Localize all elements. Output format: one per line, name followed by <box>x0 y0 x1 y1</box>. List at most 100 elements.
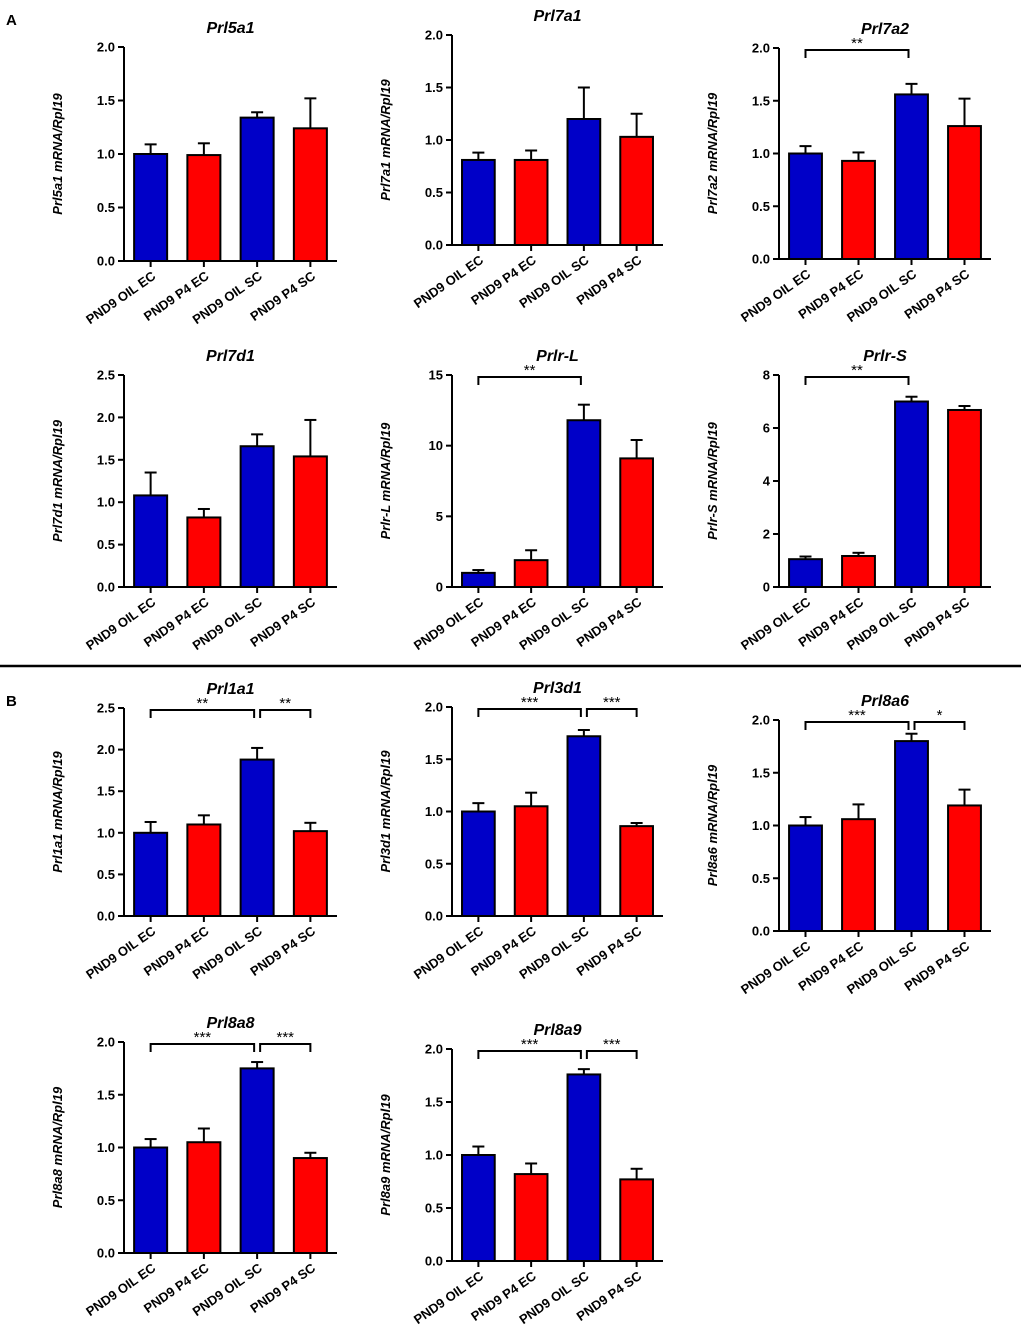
bar <box>461 810 496 917</box>
y-tick-label: 2.0 <box>752 713 770 728</box>
y-axis-label: Prl8a8 mRNA/Rpl19 <box>50 1086 65 1208</box>
chart-title: Prl8a6 <box>861 693 909 710</box>
y-tick-label: 0.0 <box>97 580 115 595</box>
y-tick-label: 0 <box>763 580 770 595</box>
bar <box>239 1067 275 1254</box>
chart-title: Prlr-L <box>536 348 579 365</box>
y-axis-label: Prl5a1 mRNA/Rpl19 <box>50 93 65 215</box>
y-axis-label: Prlr-L mRNA/Rpl19 <box>378 422 393 540</box>
bar <box>292 830 328 917</box>
y-tick-label: 4 <box>763 474 771 489</box>
significance-label: *** <box>521 694 539 711</box>
y-tick-label: 0.0 <box>752 924 770 939</box>
y-axis-label: Prl7d1 mRNA/Rpl19 <box>50 419 65 542</box>
y-tick-label: 0.5 <box>425 856 443 871</box>
bar <box>619 1178 654 1263</box>
chart-title: Prl8a8 <box>206 1015 254 1032</box>
significance-label: *** <box>603 1036 621 1053</box>
significance-label: *** <box>848 707 866 724</box>
chart-prl1a1: Prl1a1 Prl1a1 mRNA/Rpl19 0.0 0.5 1.0 1.5 2.0 2.… <box>50 681 337 982</box>
bar <box>566 118 602 246</box>
significance-label: ** <box>197 695 209 712</box>
y-tick-label: 0.0 <box>97 254 115 269</box>
y-tick-label: 1.5 <box>425 80 443 95</box>
bar <box>186 516 222 588</box>
y-tick-label: 1.0 <box>425 133 443 148</box>
bar <box>461 571 496 588</box>
y-tick-label: 1.5 <box>752 93 770 108</box>
significance-label: * <box>937 707 943 724</box>
bar <box>292 455 328 588</box>
y-tick-label: 2.0 <box>97 1035 115 1050</box>
significance-label: *** <box>276 1029 294 1046</box>
bar <box>894 93 929 260</box>
bar <box>239 116 275 263</box>
significance-bracket <box>804 49 910 58</box>
y-axis-label: Prl1a1 mRNA/Rpl19 <box>50 751 65 873</box>
bar <box>186 823 222 917</box>
y-tick-label: 0.0 <box>97 1246 115 1261</box>
y-tick-label: 0.0 <box>752 252 770 267</box>
y-tick-label: 2.0 <box>97 410 115 425</box>
y-tick-label: 0.5 <box>425 1201 443 1216</box>
y-tick-label: 8 <box>763 368 770 383</box>
significance-label: *** <box>603 694 621 711</box>
bar <box>239 758 275 917</box>
y-tick-label: 2.0 <box>425 700 443 715</box>
significance-bracket <box>804 721 910 730</box>
y-tick-label: 1.0 <box>425 804 443 819</box>
y-tick-label: 2.0 <box>425 28 443 43</box>
y-tick-label: 1.5 <box>97 1087 115 1102</box>
y-tick-label: 1.5 <box>425 752 443 767</box>
significance-label: ** <box>524 362 536 379</box>
y-tick-label: 6 <box>763 421 770 436</box>
y-tick-label: 0.5 <box>97 200 115 215</box>
bar <box>133 831 169 917</box>
chart-title: Prl7a2 <box>861 21 909 38</box>
significance-bracket <box>259 709 312 718</box>
bar <box>461 1154 496 1262</box>
significance-bracket <box>477 708 582 717</box>
significance-bracket <box>804 376 910 385</box>
significance-label: ** <box>851 362 863 379</box>
bar <box>566 419 602 588</box>
bar <box>841 818 876 932</box>
bar <box>239 445 275 588</box>
significance-bracket <box>259 1043 312 1052</box>
chart-title: Prl3d1 <box>533 680 582 697</box>
bar <box>841 554 876 588</box>
bar <box>292 1157 328 1255</box>
bar <box>947 125 982 260</box>
significance-bracket <box>477 1050 582 1059</box>
y-tick-label: 0 <box>436 580 443 595</box>
y-tick-label: 2.0 <box>97 742 115 757</box>
bar <box>133 494 169 588</box>
bar <box>619 825 654 918</box>
bar <box>788 152 823 260</box>
y-tick-label: 1.0 <box>97 825 115 840</box>
y-tick-label: 2.5 <box>97 701 115 716</box>
chart-title: Prl1a1 <box>206 681 254 698</box>
bar <box>894 400 929 588</box>
significance-bracket <box>913 721 966 730</box>
y-tick-label: 1.5 <box>752 765 770 780</box>
y-tick-label: 0.5 <box>97 867 115 882</box>
y-tick-label: 1.0 <box>752 818 770 833</box>
bar <box>788 558 823 588</box>
y-tick-label: 2.0 <box>425 1042 443 1057</box>
bar <box>513 805 549 918</box>
bar <box>619 135 654 247</box>
y-tick-label: 0.5 <box>97 1193 115 1208</box>
significance-label: *** <box>521 1036 539 1053</box>
chart-prl7d1: Prl7d1 Prl7d1 mRNA/Rpl19 0.0 0.5 1.0 1.5 2.0 2.… <box>50 348 337 653</box>
y-tick-label: 2 <box>763 527 770 542</box>
chart-title: Prl5a1 <box>206 20 254 37</box>
y-axis-label: Prl3d1 mRNA/Rpl19 <box>378 750 393 873</box>
y-tick-label: 5 <box>436 509 443 524</box>
significance-label: ** <box>851 35 863 52</box>
